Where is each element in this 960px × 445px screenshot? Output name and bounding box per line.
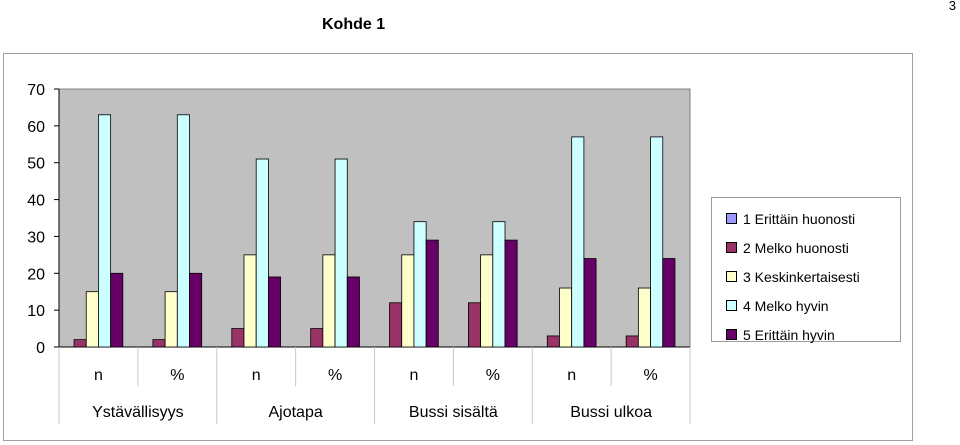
bar-5-3: [267, 276, 281, 348]
bar-4-1: [98, 114, 112, 348]
legend-label: 2 Melko huonosti: [743, 239, 849, 256]
bar-2-4: [310, 328, 324, 348]
legend-label: 4 Melko hyvin: [743, 297, 829, 314]
bar-3-2: [164, 291, 178, 348]
bar-2-6: [468, 302, 482, 348]
bar-4-5: [413, 221, 427, 348]
bar-5-5: [425, 239, 439, 348]
bar-4-4: [334, 158, 348, 348]
legend-item: 2 Melko huonosti: [712, 233, 900, 262]
category-label: n: [252, 367, 261, 384]
bar-3-6: [480, 254, 494, 348]
bar-5-7: [583, 258, 597, 348]
chart-area: 0 10 20 30 40 50 60 70 n% n% n% n% Ystävällisyys Ajot…: [3, 53, 913, 441]
y-tick-label: 70: [27, 82, 45, 99]
chart-title: Kohde 1: [322, 16, 386, 33]
category-label: %: [170, 367, 184, 384]
category-label: %: [486, 367, 500, 384]
bar-5-2: [189, 272, 203, 348]
bar-2-1: [73, 339, 87, 348]
bar-2-8: [625, 335, 639, 348]
category-label: n: [567, 367, 576, 384]
group-label: Bussi ulkoa: [570, 404, 652, 421]
group-label: Ajotapa: [268, 404, 322, 421]
page-number: 3: [948, 0, 956, 13]
bar-2-7: [546, 335, 560, 348]
bar-3-3: [243, 254, 257, 348]
y-tick-label: 40: [27, 193, 45, 210]
y-tick-label: 60: [27, 119, 45, 136]
bar-4-6: [492, 221, 506, 348]
bar-3-1: [85, 291, 99, 348]
legend-swatch: [726, 271, 737, 282]
bar-5-6: [504, 239, 518, 348]
bar-3-7: [559, 287, 573, 348]
legend-item: 4 Melko hyvin: [712, 291, 900, 320]
bar-4-8: [650, 136, 664, 348]
legend-item: 3 Keskinkertaisesti: [712, 262, 900, 291]
bar-3-4: [322, 254, 336, 348]
bar-4-7: [571, 136, 585, 348]
bar-2-5: [389, 302, 403, 348]
y-tick-label: 30: [27, 229, 45, 246]
bar-5-8: [662, 258, 676, 348]
legend-item: 1 Erittäin huonosti: [712, 204, 900, 233]
y-tick-label: 10: [27, 303, 45, 320]
legend-label: 5 Erittäin hyvin: [743, 326, 835, 343]
y-tick-label: 50: [27, 156, 45, 173]
legend-swatch: [726, 329, 737, 340]
legend-label: 3 Keskinkertaisesti: [743, 268, 860, 285]
legend: 1 Erittäin huonosti 2 Melko huonosti 3 Kes…: [711, 197, 901, 343]
legend-swatch: [726, 300, 737, 311]
legend-swatch: [726, 242, 737, 253]
bar-chart: 0 10 20 30 40 50 60 70 n% n% n% n % Ystävällisyys Ajot…: [27, 82, 691, 424]
y-tick-label: 20: [27, 266, 45, 283]
legend-swatch: [726, 213, 737, 224]
bar-3-5: [401, 254, 415, 348]
legend-item: 5 Erittäin hyvin: [712, 320, 900, 349]
bar-2-2: [152, 339, 166, 348]
bar-4-3: [255, 158, 269, 348]
category-label: %: [328, 367, 342, 384]
y-tick-label: 0: [36, 340, 45, 357]
category-label: n: [94, 367, 103, 384]
bar-5-1: [110, 272, 124, 348]
bar-3-8: [637, 287, 651, 348]
bar-4-2: [176, 114, 190, 348]
category-label: n: [409, 367, 418, 384]
category-label: %: [643, 367, 657, 384]
legend-label: 1 Erittäin huonosti: [743, 210, 856, 227]
bar-2-3: [231, 328, 245, 348]
bar-5-4: [346, 276, 360, 348]
group-label: Ystävällisyys: [92, 404, 184, 421]
group-label: Bussi sisältä: [409, 404, 498, 421]
